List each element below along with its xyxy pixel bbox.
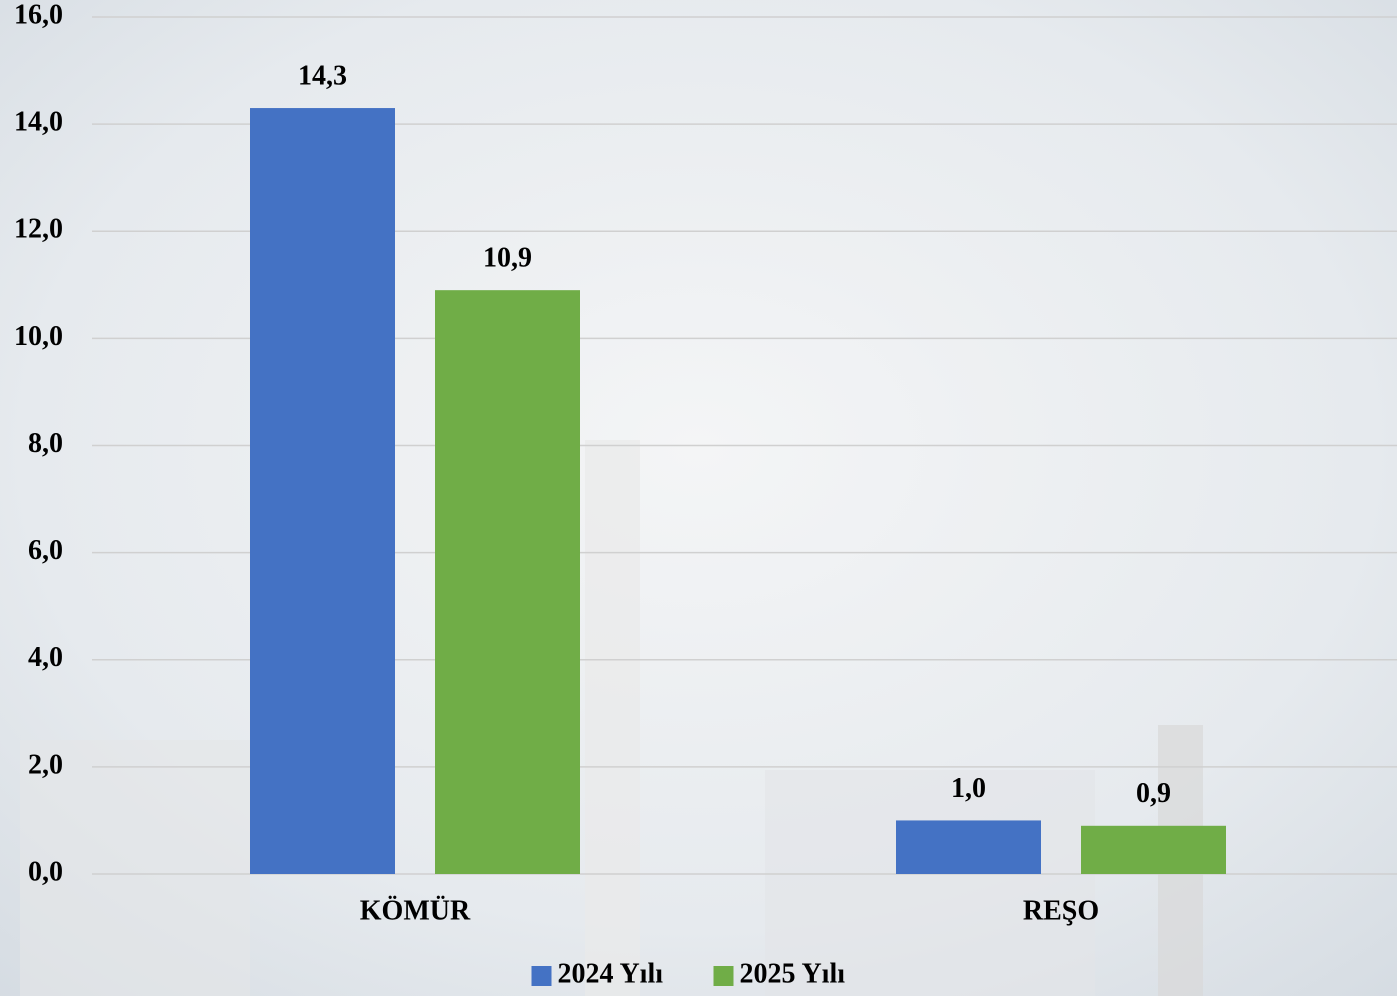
bar [896,820,1041,874]
y-tick-label: 12,0 [14,214,63,245]
y-tick-label: 8,0 [28,428,63,459]
y-tick-label: 6,0 [28,535,63,566]
legend-label: 2025 Yılı [740,958,846,989]
bar [1081,825,1226,874]
legend-swatch [531,966,552,986]
y-tick-label: 0,0 [28,856,63,887]
y-tick-label: 10,0 [14,321,63,352]
y-tick-label: 14,0 [14,107,63,138]
legend-swatch [713,966,734,986]
value-label: 10,9 [483,243,532,274]
cooling-tower [20,740,250,996]
bar [250,108,395,874]
legend-label: 2024 Yılı [558,958,664,989]
chimney [585,440,640,996]
x-tick-label: REŞO [1023,895,1099,926]
y-tick-label: 16,0 [14,0,63,30]
cooling-tower [765,770,1095,996]
bar [435,290,580,874]
y-tick-label: 4,0 [28,642,63,673]
value-label: 14,3 [298,60,347,91]
value-label: 1,0 [951,773,986,804]
y-tick-label: 2,0 [28,749,63,780]
x-tick-label: KÖMÜR [360,895,471,926]
value-label: 0,9 [1136,778,1171,809]
